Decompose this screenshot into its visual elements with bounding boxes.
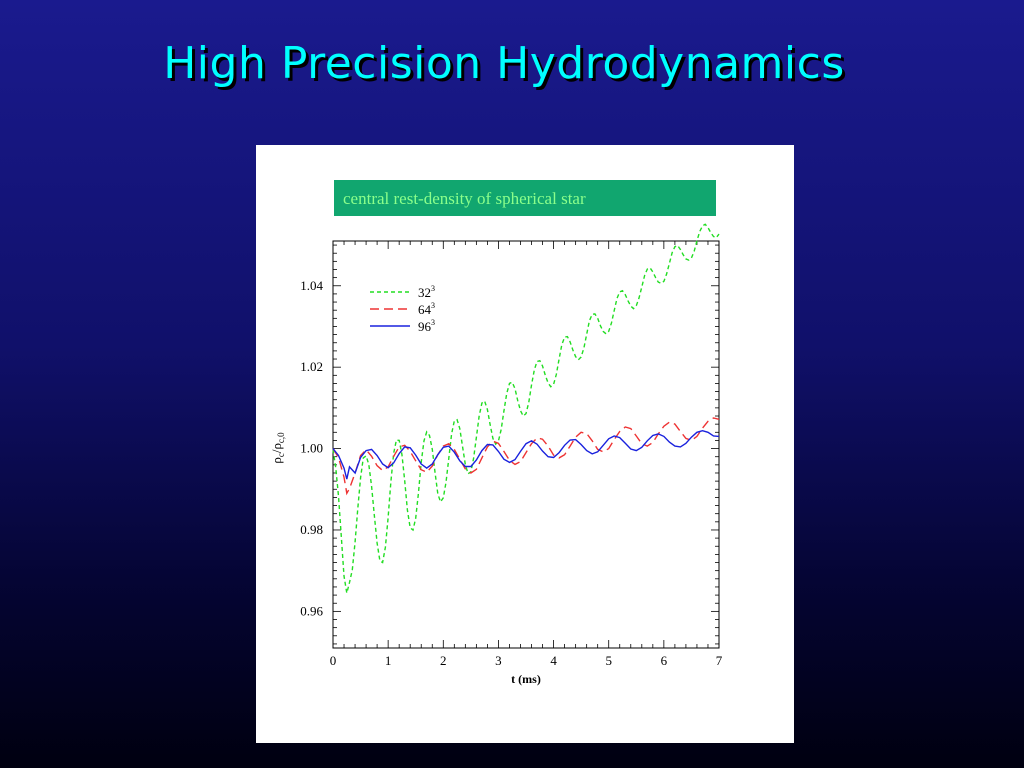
x-tick-label: 7 [716, 653, 723, 668]
slide-title: High Precision Hydrodynamics [163, 38, 845, 89]
legend-label-32: 323 [418, 284, 435, 300]
x-tick-label: 6 [661, 653, 668, 668]
axis-ticks [332, 241, 720, 648]
y-tick-label: 1.02 [300, 359, 323, 374]
x-tick-label: 4 [550, 653, 557, 668]
y-axis-label-rho: ρ [269, 457, 284, 464]
x-tick-label: 0 [330, 653, 337, 668]
y-tick-label: 1.04 [300, 278, 323, 293]
y-tick-label: 0.96 [300, 603, 323, 618]
plot-frame [332, 240, 720, 649]
x-tick-labels: 0 1 2 3 4 5 6 7 [330, 653, 723, 668]
x-axis-label: t (ms) [511, 672, 541, 686]
y-axis-label-slash: /ρ [269, 443, 284, 453]
y-tick-labels: 0.96 0.98 1.00 1.02 1.04 [300, 278, 323, 619]
y-axis-label-sub2: c,0 [276, 432, 286, 443]
series-lines [332, 223, 720, 594]
series-line-96 [332, 429, 720, 480]
y-axis-label: ρc/ρc,0 [269, 432, 286, 464]
x-tick-label: 3 [495, 653, 502, 668]
y-axis-label-sub1: c [276, 453, 286, 457]
x-tick-label: 5 [605, 653, 612, 668]
legend-label-96: 963 [418, 318, 435, 334]
y-tick-label: 1.00 [300, 441, 323, 456]
y-tick-label: 0.98 [300, 522, 323, 537]
legend-label-64: 643 [418, 301, 435, 317]
series-line-64 [332, 417, 720, 496]
chart-caption: central rest-density of spherical star [334, 180, 716, 216]
x-tick-label: 2 [440, 653, 447, 668]
x-tick-label: 1 [385, 653, 392, 668]
series-line-32 [332, 223, 720, 594]
